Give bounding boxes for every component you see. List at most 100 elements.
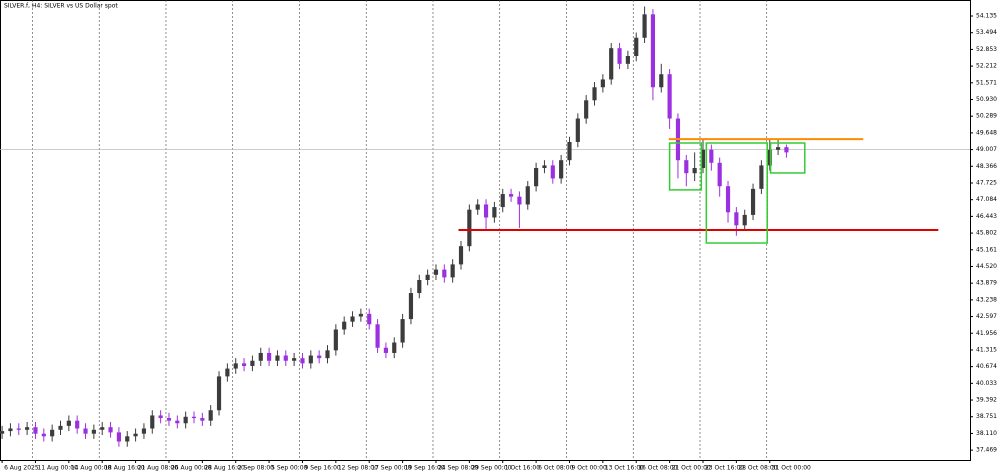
y-tick-label: 52.853 bbox=[976, 46, 997, 53]
chart-title: SILVER.f, H4: SILVER vs US Dollar spot bbox=[4, 3, 118, 10]
candle-body bbox=[567, 141, 572, 161]
y-tick-label: 40.033 bbox=[976, 380, 997, 387]
candle-body bbox=[542, 165, 547, 169]
candle-body bbox=[692, 168, 697, 174]
y-tick-label: 38.110 bbox=[976, 430, 997, 437]
candle-body bbox=[133, 433, 138, 437]
candle-body bbox=[308, 355, 313, 364]
candle-body bbox=[350, 316, 355, 322]
y-tick-label: 50.930 bbox=[976, 96, 997, 103]
y-tick-label: 53.494 bbox=[976, 29, 997, 36]
candle-body bbox=[342, 321, 347, 330]
candle-body bbox=[383, 347, 388, 353]
candle-body bbox=[16, 428, 21, 430]
y-tick-label: 47.725 bbox=[976, 179, 997, 186]
y-tick-label: 37.469 bbox=[976, 447, 997, 454]
candle-body bbox=[475, 204, 480, 210]
y-tick-label: 40.674 bbox=[976, 363, 997, 370]
candle-body bbox=[417, 280, 422, 294]
y-tick-label: 41.956 bbox=[976, 330, 997, 337]
candle-body bbox=[33, 427, 38, 434]
zone-box bbox=[705, 142, 768, 244]
candle-body bbox=[600, 79, 605, 88]
candle-body bbox=[108, 427, 113, 433]
candle-body bbox=[684, 160, 689, 174]
candle-body bbox=[333, 329, 338, 351]
candle-body bbox=[75, 420, 80, 429]
candle-body bbox=[25, 427, 30, 430]
x-tick-label: 6 Aug 2025 bbox=[4, 465, 39, 472]
candle-body bbox=[559, 160, 564, 179]
y-tick-label: 49.648 bbox=[976, 129, 997, 136]
y-tick-label: 51.571 bbox=[976, 79, 997, 86]
candle-body bbox=[191, 416, 197, 419]
candle-body bbox=[41, 433, 46, 437]
candle-body bbox=[233, 363, 238, 369]
candle-body bbox=[125, 436, 130, 442]
y-tick-label: 39.392 bbox=[976, 397, 997, 404]
candle-body bbox=[784, 147, 789, 153]
candle-body bbox=[750, 188, 756, 215]
candle-body bbox=[550, 165, 555, 179]
x-tick-label: 6 Oct 08:00 bbox=[538, 465, 573, 472]
candle-body bbox=[667, 74, 672, 119]
x-tick-label: 16 Oct 08:00 bbox=[638, 465, 677, 472]
zone-box bbox=[668, 142, 703, 191]
candle-body bbox=[492, 207, 497, 218]
candle-body bbox=[709, 149, 714, 163]
candle-body bbox=[525, 186, 530, 205]
candle-body bbox=[734, 212, 739, 226]
candle-body bbox=[517, 196, 522, 205]
x-tick-label: 31 Oct 00:00 bbox=[772, 465, 811, 472]
y-tick-label: 41.315 bbox=[976, 346, 997, 353]
candle-body bbox=[358, 313, 363, 317]
x-tick-label: 17 Sep 00:00 bbox=[371, 465, 411, 472]
y-tick-label: 49.007 bbox=[976, 146, 997, 153]
x-tick-label: 19 Sep 16:00 bbox=[405, 465, 445, 472]
x-tick-label: 14 Aug 00:00 bbox=[71, 465, 112, 472]
candle-body bbox=[625, 56, 630, 64]
y-tick-label: 45.802 bbox=[976, 230, 997, 237]
x-tick-label: 21 Oct 00:00 bbox=[672, 465, 711, 472]
candle-body bbox=[508, 194, 514, 197]
candle-body bbox=[392, 342, 397, 353]
candle-body bbox=[375, 324, 380, 348]
candle-body bbox=[50, 429, 55, 437]
candle-body bbox=[216, 376, 222, 411]
candle-body bbox=[283, 355, 288, 361]
y-tick-label: 46.443 bbox=[976, 213, 997, 220]
y-tick-label: 52.212 bbox=[976, 63, 997, 70]
candle-body bbox=[450, 264, 455, 278]
candle-body bbox=[83, 428, 88, 434]
candle-body bbox=[241, 363, 247, 366]
x-tick-label: 11 Aug 00:00 bbox=[37, 465, 78, 472]
y-tick-label: 43.879 bbox=[976, 280, 997, 287]
candle-body bbox=[292, 358, 297, 361]
candle-body bbox=[483, 204, 489, 218]
candle-body bbox=[58, 425, 63, 430]
y-tick-label: 45.161 bbox=[976, 246, 997, 253]
x-tick-label: 21 Aug 08:00 bbox=[138, 465, 179, 472]
candle-body bbox=[325, 350, 330, 359]
y-tick-label: 42.597 bbox=[976, 313, 997, 320]
candle-body bbox=[250, 360, 255, 366]
candle-body bbox=[534, 168, 539, 187]
x-tick-label: 29 Sep 00:00 bbox=[471, 465, 511, 472]
candle-body bbox=[258, 352, 263, 361]
y-tick-label: 47.084 bbox=[976, 196, 997, 203]
candle-body bbox=[458, 246, 464, 265]
x-tick-label: 12 Sep 08:00 bbox=[338, 465, 378, 472]
candle-body bbox=[617, 48, 622, 64]
y-tick-label: 54.135 bbox=[976, 13, 997, 20]
candle-body bbox=[659, 74, 664, 88]
candle-body bbox=[183, 416, 188, 424]
candle-body bbox=[66, 420, 71, 426]
x-tick-label: 5 Sep 00:00 bbox=[271, 465, 307, 472]
candle-body bbox=[759, 165, 764, 189]
candle-body bbox=[742, 214, 747, 226]
candle-body bbox=[175, 420, 180, 424]
x-tick-label: 24 Sep 08:00 bbox=[438, 465, 478, 472]
candle-body bbox=[717, 162, 722, 187]
x-tick-label: 26 Aug 00:00 bbox=[171, 465, 212, 472]
